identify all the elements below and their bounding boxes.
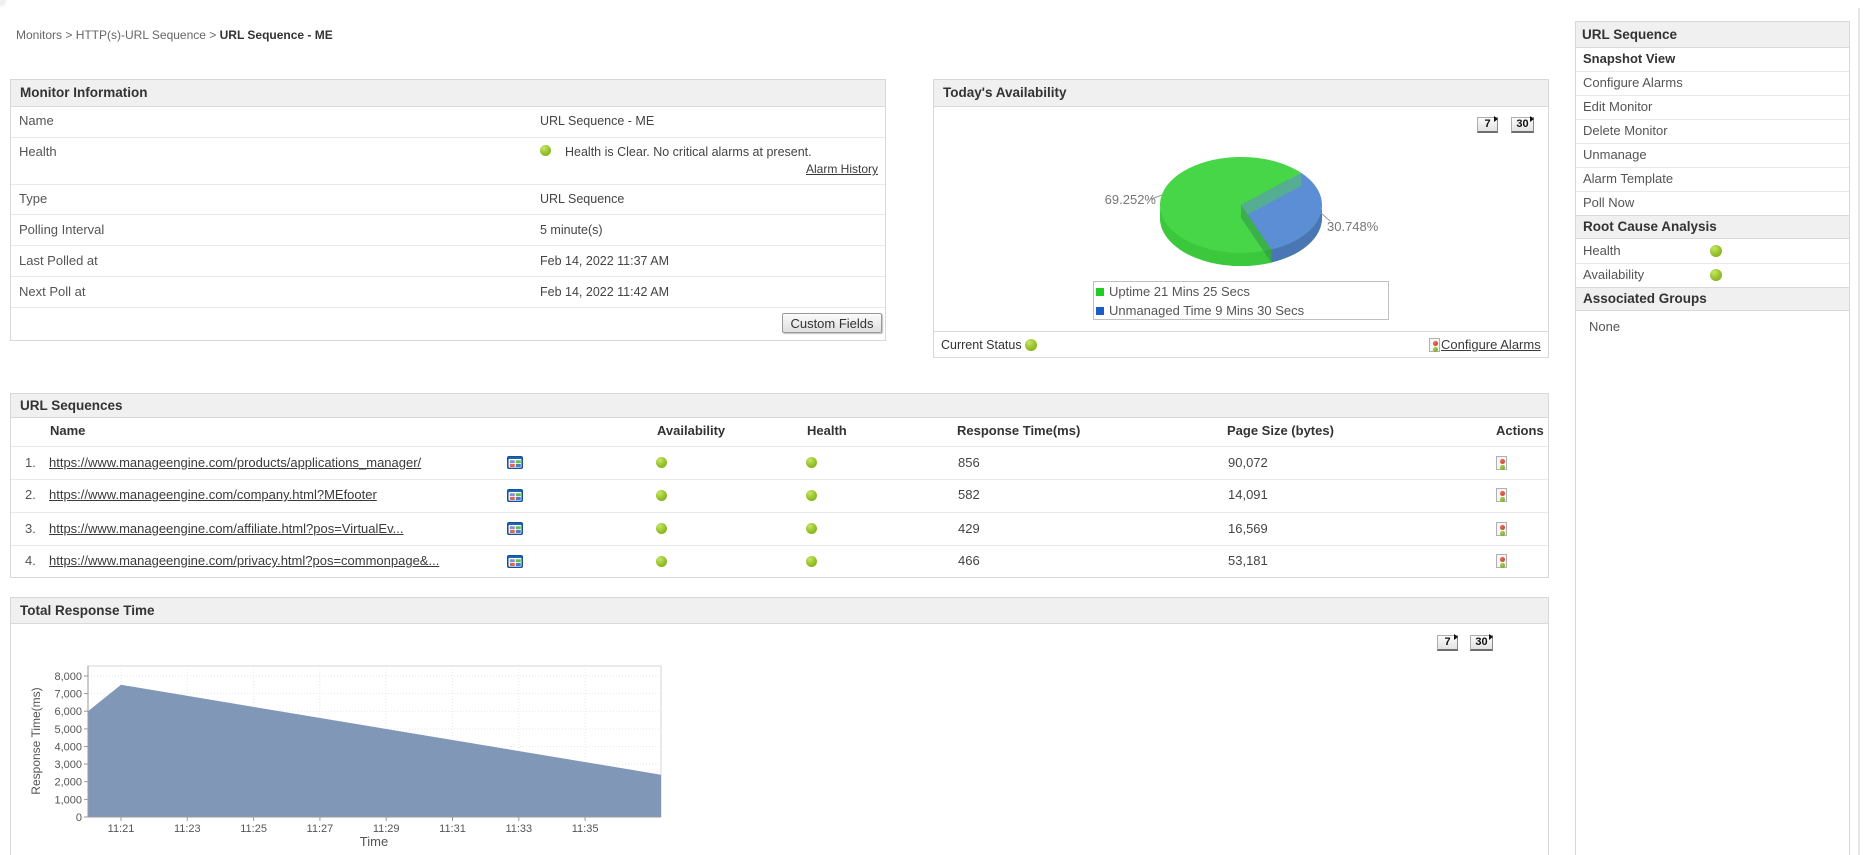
svg-text:11:27: 11:27 xyxy=(307,823,334,835)
svg-text:11:21: 11:21 xyxy=(108,823,135,835)
svg-text:6,000: 6,000 xyxy=(54,706,82,718)
svg-text:2,000: 2,000 xyxy=(54,777,82,789)
svg-text:11:25: 11:25 xyxy=(240,823,267,835)
svg-text:3,000: 3,000 xyxy=(54,759,82,771)
svg-text:1,000: 1,000 xyxy=(54,794,82,806)
svg-text:11:31: 11:31 xyxy=(439,823,466,835)
svg-text:Time: Time xyxy=(360,834,388,849)
svg-text:11:23: 11:23 xyxy=(174,823,201,835)
svg-text:11:29: 11:29 xyxy=(373,823,400,835)
svg-text:8,000: 8,000 xyxy=(54,671,82,683)
svg-text:11:33: 11:33 xyxy=(505,823,532,835)
svg-text:0: 0 xyxy=(76,812,82,824)
svg-text:7,000: 7,000 xyxy=(54,689,82,701)
svg-text:11:35: 11:35 xyxy=(572,823,599,835)
svg-text:5,000: 5,000 xyxy=(54,724,82,736)
svg-text:Response Time(ms): Response Time(ms) xyxy=(29,687,43,794)
svg-text:4,000: 4,000 xyxy=(54,742,82,754)
